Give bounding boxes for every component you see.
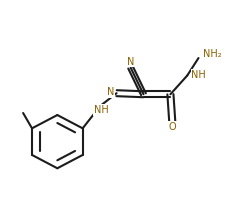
Text: O: O bbox=[169, 122, 176, 132]
Text: NH: NH bbox=[191, 70, 206, 80]
Text: N: N bbox=[127, 57, 135, 67]
Text: N: N bbox=[107, 87, 114, 97]
Text: NH: NH bbox=[94, 105, 109, 115]
Text: NH₂: NH₂ bbox=[203, 49, 222, 59]
